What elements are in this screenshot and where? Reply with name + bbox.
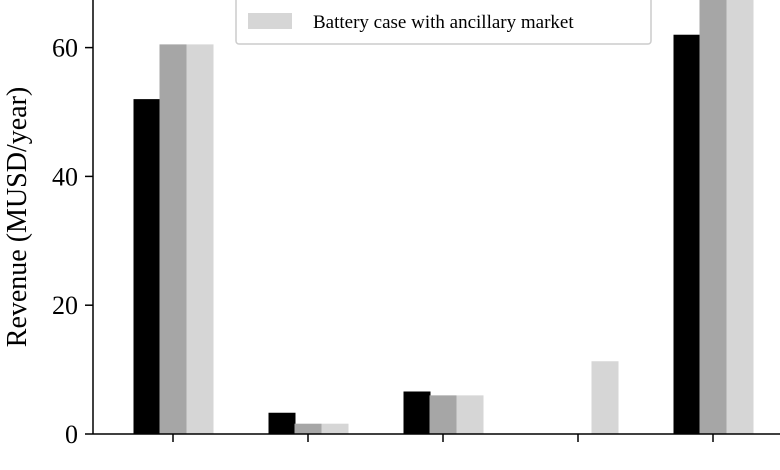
bars-layer [133, 0, 754, 435]
legend: Battery case with ancillary market [235, 0, 652, 45]
y-tick-label: 20 [52, 291, 78, 320]
bar-series-3-category-5 [726, 0, 754, 434]
legend-frame [235, 0, 652, 45]
y-tick-label: 60 [52, 34, 78, 63]
legend-label-ancillary: Battery case with ancillary market [313, 12, 574, 33]
axes-layer [92, 0, 780, 435]
legend-swatch-ancillary [248, 13, 292, 29]
bar-series-1-category-1 [133, 99, 161, 435]
y-tick-label: 40 [52, 162, 78, 191]
y-axis-title: Revenue (MUSD/year) [2, 87, 33, 347]
y-tick-label: 0 [65, 420, 78, 449]
bar-series-1-category-3 [403, 391, 431, 434]
bar-series-2-category-3 [429, 395, 457, 434]
x-ticks [172, 434, 714, 442]
bar-series-1-category-5 [673, 34, 701, 434]
bar-series-1-category-2 [268, 412, 296, 434]
y-ticks: 0 20 40 60 [52, 34, 93, 449]
bar-series-2-category-2 [294, 423, 322, 434]
bar-series-2-category-1 [159, 44, 187, 434]
bar-series-3-category-3 [456, 395, 484, 434]
bar-series-3-category-2 [321, 423, 349, 434]
bar-series-3-category-4 [591, 361, 619, 434]
bar-series-3-category-1 [186, 44, 214, 434]
bar-series-2-category-5 [699, 0, 727, 434]
